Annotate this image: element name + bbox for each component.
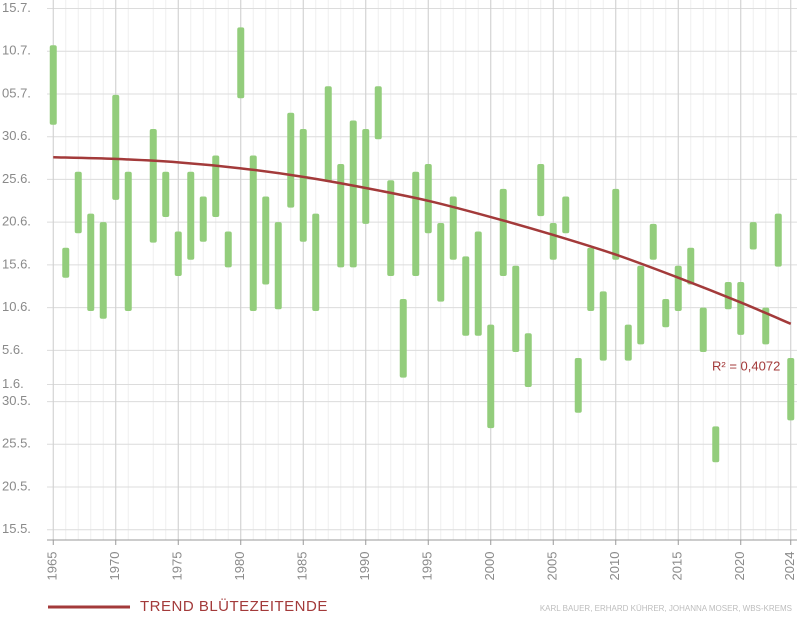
y-tick-label: 20.6.	[2, 214, 31, 229]
range-bar	[499, 188, 507, 276]
x-tick-label: 1990	[357, 552, 372, 581]
y-tick-label: 15.5.	[2, 521, 31, 536]
range-bar	[649, 223, 657, 260]
range-bar	[74, 171, 82, 234]
range-bar	[124, 171, 132, 312]
range-bar	[612, 188, 620, 260]
y-tick-label: 1.6.	[2, 376, 24, 391]
range-bar	[737, 281, 745, 335]
range-bar	[149, 129, 157, 243]
x-tick-label: 1980	[232, 552, 247, 581]
range-bar	[299, 129, 307, 242]
y-tick-label: 30.5.	[2, 393, 31, 408]
y-tick-label: 15.6.	[2, 256, 31, 271]
range-bar	[187, 171, 195, 260]
range-bar	[87, 213, 95, 312]
y-tick-label: 25.5.	[2, 436, 31, 451]
range-bar	[662, 299, 670, 328]
y-tick-label: 10.6.	[2, 299, 31, 314]
range-bar	[624, 324, 632, 361]
x-tick-label: 1970	[107, 552, 122, 581]
range-bar	[337, 164, 345, 268]
range-bar	[599, 291, 607, 361]
range-bar	[324, 86, 332, 182]
range-bar	[412, 171, 420, 276]
range-bar	[312, 213, 320, 312]
range-bar	[587, 247, 595, 312]
range-bar	[512, 265, 520, 353]
y-tick-label: 30.6.	[2, 128, 31, 143]
range-bar	[724, 281, 732, 310]
y-tick-label: 15.7.	[2, 0, 31, 15]
range-bar	[374, 86, 382, 140]
range-bar	[687, 247, 695, 285]
range-bar	[262, 196, 270, 285]
range-bar	[162, 171, 170, 218]
range-bar	[237, 27, 245, 99]
range-bar	[199, 196, 207, 242]
y-tick-label: 05.7.	[2, 85, 31, 100]
range-bar	[49, 45, 57, 125]
range-bar	[449, 196, 457, 260]
range-bar	[174, 231, 182, 276]
range-bar	[674, 265, 682, 312]
y-tick-label: 25.6.	[2, 171, 31, 186]
range-bar	[474, 231, 482, 336]
range-bar	[712, 426, 720, 463]
range-bar	[549, 223, 557, 260]
x-tick-label: 2010	[607, 552, 622, 581]
x-tick-label: 1985	[295, 552, 310, 581]
x-tick-label: 1995	[420, 552, 435, 581]
range-bar	[437, 223, 445, 302]
x-tick-label: 1975	[170, 552, 185, 581]
y-tick-label: 5.6.	[2, 342, 24, 357]
y-tick-label: 10.7.	[2, 43, 31, 58]
range-bar	[212, 155, 220, 218]
range-bar	[349, 120, 357, 268]
range-bar	[249, 155, 257, 312]
range-bar	[537, 164, 545, 217]
range-bar	[562, 196, 570, 234]
range-bar	[762, 307, 770, 345]
x-tick-label: 2015	[670, 552, 685, 581]
range-bar	[749, 222, 757, 250]
range-bar	[274, 222, 282, 310]
range-bar	[787, 358, 795, 421]
range-bar	[462, 256, 470, 336]
range-bar	[99, 222, 107, 319]
range-bar	[524, 333, 532, 388]
range-bar	[112, 94, 120, 200]
range-bar	[224, 231, 232, 268]
x-tick-label: 2024	[782, 552, 797, 581]
x-tick-label: 2005	[545, 552, 560, 581]
range-bar	[699, 307, 707, 353]
trend-line	[53, 155, 792, 325]
range-bar	[487, 324, 495, 429]
range-bar	[62, 247, 70, 278]
x-tick-label: 2020	[732, 552, 747, 581]
range-bar	[387, 180, 395, 276]
credit: KARL BAUER, ERHARD KÜHRER, JOHANNA MOSER…	[540, 604, 792, 613]
range-bar	[637, 265, 645, 345]
legend-label: TREND BLÜTEZEITENDE	[140, 597, 328, 615]
range-bar	[399, 299, 407, 378]
range-bar	[424, 164, 432, 234]
annotation: R² = 0,4072	[712, 358, 780, 373]
x-tick-label: 1965	[45, 552, 60, 581]
range-bar	[574, 358, 582, 413]
range-bar	[287, 112, 295, 208]
range-bar	[362, 129, 370, 224]
y-tick-label: 20.5.	[2, 478, 31, 493]
range-bar	[774, 213, 782, 267]
x-tick-label: 2000	[482, 552, 497, 581]
